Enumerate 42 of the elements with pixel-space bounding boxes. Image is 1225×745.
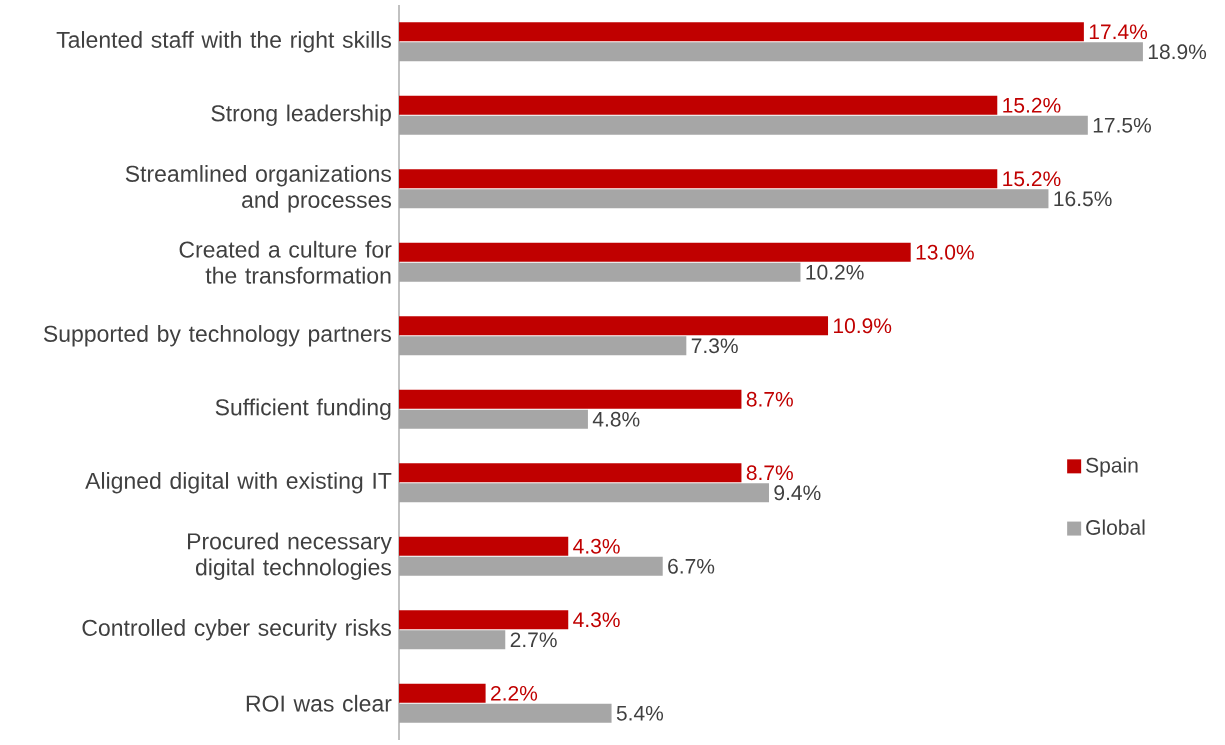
data-label: 15.2% [1003,171,1061,187]
data-label: 8.7% [746,465,793,481]
legend-label: Global [1086,519,1145,535]
data-label: 13.0% [916,244,974,260]
data-label: 4.8% [592,411,640,427]
legend-label: Spain [1086,457,1138,477]
bar [399,683,486,703]
data-label: 16.5% [1054,191,1112,207]
bar [399,316,829,336]
y-tick-label: Strong leadership [211,104,391,126]
data-label: 9.4% [774,485,821,501]
data-label: 4.3% [573,538,620,554]
data-label: 4.3% [573,612,620,628]
bar [399,463,742,483]
bar [399,536,569,556]
y-tick-label: ROI was clear [246,694,392,712]
y-tick-label: Procured necessary digital technologies [188,532,392,580]
data-label: 2.7% [510,632,557,648]
bar [399,389,742,409]
data-label: 7.3% [691,338,738,354]
bar [399,610,569,630]
data-label: 8.7% [746,391,793,407]
data-label: 18.9% [1148,44,1207,60]
bar [399,95,998,115]
data-label: 2.2% [491,685,538,701]
y-tick-label: Talented staff with the right skills [56,31,392,53]
data-label: 6.7% [668,558,715,574]
bar [399,22,1084,42]
data-label: 5.4% [616,705,664,721]
data-label: 15.2% [1003,97,1061,113]
data-label: 10.9% [834,318,892,334]
y-tick-label: Created a culture for the transformation [179,240,392,284]
y-tick-label: Supported by technology partners [43,325,392,347]
y-tick-label: Aligned digital with existing IT [85,472,392,494]
y-tick-label: Streamlined organizations and processes [125,165,392,213]
data-label: 17.4% [1089,24,1148,40]
y-tick-label: Controlled cyber security risks [82,619,392,641]
data-label: 10.2% [806,264,864,280]
data-label: 17.5% [1093,117,1151,133]
bar [399,169,998,189]
bar [399,242,911,262]
y-tick-label: Sufficient funding [215,398,391,420]
